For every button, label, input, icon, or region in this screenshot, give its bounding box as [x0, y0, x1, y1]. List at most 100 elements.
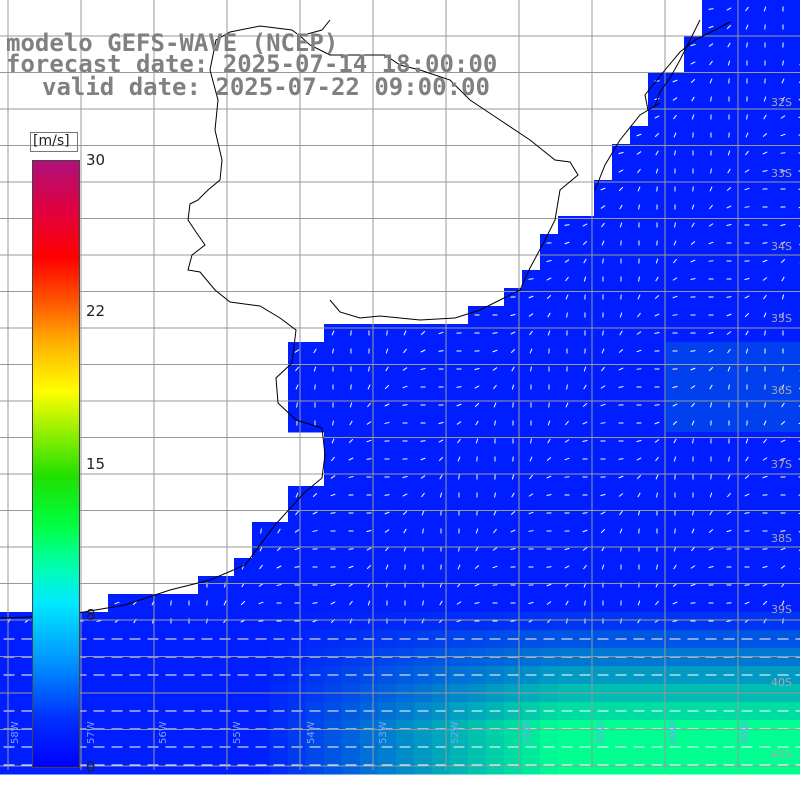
wind-arrow: [349, 402, 353, 408]
wind-arrow: [726, 7, 732, 11]
wind-arrow: [457, 564, 461, 570]
wind-arrow: [764, 402, 766, 408]
wind-arrow: [727, 366, 731, 372]
wind-arrow: [781, 276, 785, 282]
colorbar-tick-22: 22: [86, 302, 106, 320]
wind-arrow: [764, 78, 766, 84]
wind-arrow: [420, 457, 426, 461]
lon-label: 53W: [378, 721, 389, 744]
ocean-cell: [792, 72, 800, 91]
lat-label: 38S: [771, 532, 792, 545]
wind-arrow: [673, 438, 677, 444]
wind-arrow: [276, 583, 282, 587]
wind-arrow: [600, 385, 606, 389]
wind-arrow: [726, 511, 732, 515]
wind-arrow: [600, 511, 606, 515]
wind-arrow: [781, 78, 785, 84]
lat-label: 41S: [771, 748, 792, 761]
wind-arrow: [691, 96, 695, 102]
wind-arrow: [547, 330, 551, 336]
lat-lon-grid: [0, 0, 800, 770]
wind-arrow: [330, 512, 336, 514]
wind-arrow: [781, 294, 785, 300]
wind-arrow: [726, 313, 732, 317]
ocean-cell: [792, 396, 800, 415]
wind-arrow: [548, 402, 550, 408]
wind-arrow: [690, 546, 696, 552]
wind-arrow: [564, 439, 570, 443]
lat-label: 33S: [771, 167, 792, 180]
ocean-cell: [792, 270, 800, 289]
colorbar-tick-15: 15: [86, 455, 106, 473]
wind-arrow: [420, 330, 426, 336]
wind-arrow: [709, 402, 713, 408]
wind-arrow: [618, 151, 624, 155]
wind-arrow: [618, 169, 624, 173]
wind-arrow: [564, 224, 570, 226]
wind-arrow: [384, 511, 390, 515]
wind-arrow: [132, 600, 138, 606]
wind-arrow: [637, 294, 641, 300]
wind-arrow: [763, 312, 767, 318]
lon-label: 55W: [232, 721, 243, 744]
wind-arrow: [636, 474, 642, 480]
wind-arrow: [456, 403, 462, 407]
wind-arrow: [600, 493, 606, 497]
wind-arrow: [565, 618, 569, 624]
wind-arrow: [692, 438, 694, 444]
wind-arrow: [672, 420, 678, 426]
wind-arrow: [728, 456, 730, 462]
wind-arrow: [582, 223, 588, 227]
wind-arrow: [258, 601, 264, 605]
wind-arrow: [294, 349, 300, 353]
lat-label: 40S: [771, 676, 792, 689]
colorbar-tick-30: 30: [86, 151, 106, 169]
wind-arrow: [546, 475, 552, 479]
wind-arrow: [691, 528, 695, 534]
wind-arrow: [744, 493, 750, 497]
wind-arrow: [709, 186, 713, 192]
wind-arrow: [258, 583, 264, 587]
wind-arrow: [656, 564, 658, 570]
wind-arrow: [602, 258, 604, 264]
wind-arrow: [582, 439, 588, 443]
wind-arrow: [691, 204, 695, 210]
wind-arrow: [708, 241, 714, 245]
wind-arrow: [474, 367, 480, 371]
ocean-cell: [792, 540, 800, 559]
lon-label: 52W: [450, 721, 461, 744]
wind-arrow: [673, 132, 677, 138]
wind-arrow: [546, 259, 552, 263]
wind-arrow: [780, 115, 786, 119]
wind-arrow: [690, 78, 696, 84]
wind-arrow: [422, 600, 424, 606]
wind-arrow: [510, 529, 516, 533]
wind-arrow: [744, 511, 750, 515]
wind-arrow: [512, 456, 514, 462]
wind-arrow: [746, 420, 748, 426]
wind-arrow: [349, 420, 353, 426]
ocean-cell: [792, 288, 800, 307]
wind-arrow: [564, 259, 570, 263]
wind-arrow: [601, 348, 605, 354]
wind-arrow: [762, 259, 768, 263]
wind-arrow: [565, 420, 569, 426]
wind-arrow: [780, 152, 786, 154]
lon-label: 58W: [10, 721, 21, 744]
wind-arrow: [384, 384, 390, 390]
wind-arrow: [276, 565, 282, 569]
wind-arrow: [565, 402, 569, 408]
wind-arrow: [655, 168, 659, 174]
wind-arrow: [691, 420, 695, 426]
wind-arrow: [654, 600, 660, 606]
ocean-cell: [792, 468, 800, 487]
wind-arrow: [475, 528, 479, 534]
wind-arrow: [582, 240, 588, 246]
wind-arrow: [438, 439, 444, 443]
ocean-cell: [792, 432, 800, 451]
wind-arrow: [780, 547, 786, 551]
wind-arrow: [295, 366, 299, 372]
ocean-cell: [792, 180, 800, 199]
wind-arrow: [510, 510, 516, 516]
wind-arrow: [583, 564, 587, 570]
